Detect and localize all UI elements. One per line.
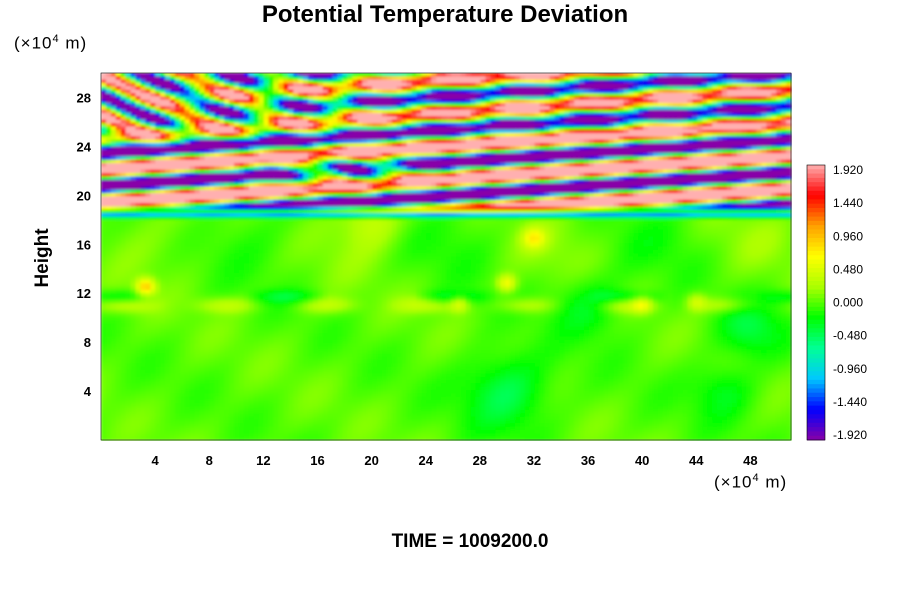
heatmap-field	[101, 73, 792, 441]
